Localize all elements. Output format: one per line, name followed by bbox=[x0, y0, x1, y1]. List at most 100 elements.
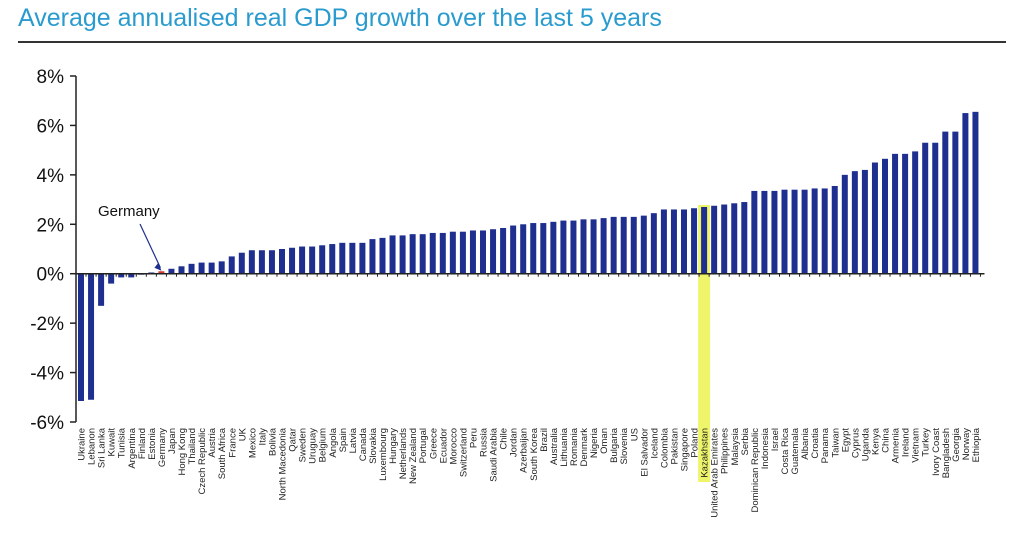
bar-us bbox=[630, 216, 637, 274]
x-tick-label: Mexico bbox=[247, 428, 258, 458]
x-tick-label: Latvia bbox=[348, 427, 359, 453]
bar-australia bbox=[550, 221, 557, 274]
x-tick-label: Lithuania bbox=[559, 427, 570, 466]
x-tick-label: Hong Kong bbox=[177, 428, 188, 476]
x-tick-label: Panama bbox=[820, 427, 831, 463]
bar-mexico bbox=[248, 250, 255, 274]
bar-netherlands bbox=[399, 235, 406, 274]
x-tick-label: Slovenia bbox=[619, 427, 630, 464]
bar-luxembourg bbox=[379, 237, 386, 274]
annotation-label: Germany bbox=[98, 203, 160, 220]
x-tick-label: Qatar bbox=[288, 428, 299, 452]
x-tick-label: Azerbaijan bbox=[519, 428, 530, 473]
arrowhead-icon bbox=[154, 262, 162, 271]
bar-france bbox=[228, 256, 235, 274]
bar-hong-kong bbox=[178, 266, 185, 274]
x-tick-label: New Zealand bbox=[408, 428, 419, 484]
bar-israel bbox=[771, 190, 778, 274]
y-tick-label: 4% bbox=[37, 166, 65, 187]
x-tick-label: Croatia bbox=[810, 427, 821, 458]
x-tick-label: Canada bbox=[358, 427, 369, 461]
title-rule bbox=[18, 41, 1006, 43]
bar-jordan bbox=[510, 225, 517, 274]
bar-poland bbox=[691, 208, 698, 274]
x-tick-label: Thailand bbox=[187, 428, 198, 464]
bar-azerbaijan bbox=[520, 224, 527, 274]
bar-kenya bbox=[871, 162, 878, 274]
bar-croatia bbox=[811, 188, 818, 274]
bar-russia bbox=[480, 230, 486, 274]
bar-slovakia bbox=[369, 239, 376, 274]
x-tick-label: Romania bbox=[569, 427, 580, 466]
x-tick-label: China bbox=[881, 427, 892, 453]
bar-saudi-arabia bbox=[490, 229, 497, 274]
bar-bangladesh bbox=[942, 131, 949, 274]
bar-uk bbox=[238, 252, 245, 274]
x-tick-label: Estonia bbox=[147, 427, 158, 459]
x-tick-label: Egypt bbox=[840, 428, 851, 453]
x-tick-label: Hungary bbox=[388, 428, 399, 464]
x-tick-label: Russia bbox=[479, 427, 490, 457]
bar-sweden bbox=[299, 246, 306, 274]
bar-singapore bbox=[681, 209, 687, 274]
bar-morocco bbox=[449, 231, 456, 274]
bar-dominican-republic bbox=[751, 190, 758, 274]
x-tick-label: Portugal bbox=[418, 428, 429, 463]
y-tick-label: 2% bbox=[37, 215, 65, 236]
x-tick-label: Netherlands bbox=[398, 428, 409, 479]
bar-pakistan bbox=[670, 209, 677, 274]
bar-tunisia bbox=[118, 273, 125, 278]
chart-title: Average annualised real GDP growth over … bbox=[18, 4, 662, 32]
bar-romania bbox=[570, 220, 577, 274]
bar-hungary bbox=[389, 235, 396, 274]
bar-vietnam bbox=[912, 151, 919, 274]
x-tick-label: Germany bbox=[157, 428, 168, 467]
x-tick-label: Japan bbox=[167, 428, 178, 454]
x-tick-label: Malaysia bbox=[730, 427, 741, 465]
bar-lithuania bbox=[560, 220, 567, 274]
y-tick-label: 0% bbox=[37, 265, 65, 286]
bar-china bbox=[882, 158, 888, 274]
bar-denmark bbox=[580, 219, 587, 274]
bar-united-arab-emirates bbox=[711, 205, 718, 274]
x-tick-label: Bolivia bbox=[267, 427, 278, 456]
x-tick-label: Angola bbox=[328, 427, 339, 457]
x-tick-label: Norway bbox=[961, 428, 972, 460]
y-tick-label: 6% bbox=[37, 116, 65, 137]
bar-nigeria bbox=[590, 219, 597, 274]
x-tick-label: Colombia bbox=[659, 427, 670, 468]
bar-japan bbox=[168, 268, 175, 274]
x-tick-label: Switzerland bbox=[458, 428, 469, 477]
x-tick-label: Greece bbox=[428, 428, 439, 459]
bar-indonesia bbox=[761, 190, 768, 274]
bar-uganda bbox=[861, 169, 868, 274]
x-tick-label: Nigeria bbox=[589, 427, 600, 458]
bar-greece bbox=[429, 232, 436, 274]
x-tick-label: Argentina bbox=[127, 427, 138, 468]
bar-cyprus bbox=[851, 171, 858, 274]
x-tick-label: Kazakhstan bbox=[700, 428, 711, 478]
x-tick-label: United Arab Emirates bbox=[710, 428, 721, 518]
x-tick-label: Ethiopia bbox=[971, 427, 982, 462]
x-tick-label: Luxembourg bbox=[378, 428, 389, 481]
x-tick-label: Armenia bbox=[891, 427, 902, 463]
bar-philippines bbox=[721, 204, 728, 274]
bar-ethiopia bbox=[972, 111, 979, 274]
x-tick-label: Italy bbox=[257, 428, 268, 446]
x-tick-label: Kenya bbox=[870, 427, 881, 455]
bar-serbia bbox=[741, 202, 748, 274]
bar-slovenia bbox=[620, 216, 627, 274]
x-tick-label: Costa Rica bbox=[780, 427, 791, 474]
bar-switzerland bbox=[459, 231, 466, 274]
bar-ireland bbox=[902, 153, 909, 274]
y-tick-label: 8% bbox=[37, 67, 65, 88]
x-tick-label: Ukraine bbox=[77, 428, 88, 461]
x-tick-label: Australia bbox=[549, 427, 560, 465]
bar-qatar bbox=[289, 247, 296, 274]
x-tick-label: Dominican Republic bbox=[750, 428, 761, 513]
x-tick-label: Chile bbox=[499, 428, 510, 450]
bar-argentina bbox=[128, 273, 135, 278]
bar-egypt bbox=[841, 174, 848, 274]
x-tick-label: North Macedonia bbox=[278, 427, 289, 500]
x-tick-label: US bbox=[629, 428, 640, 441]
